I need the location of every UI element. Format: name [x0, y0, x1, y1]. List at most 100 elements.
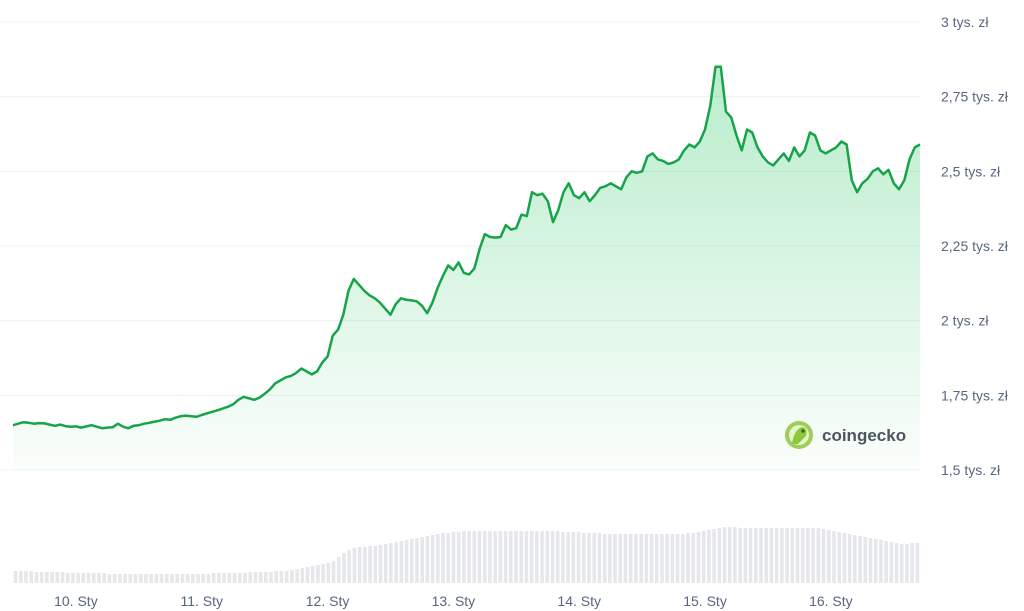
volume-bar — [86, 573, 91, 583]
volume-bar — [477, 531, 482, 583]
x-tick-label: 10. Sty — [54, 593, 98, 609]
volume-bar — [472, 531, 477, 583]
volume-bar — [441, 533, 445, 583]
volume-bar — [759, 528, 763, 583]
volume-bar — [326, 563, 331, 583]
volume-bar — [592, 533, 597, 583]
volume-bar — [336, 557, 341, 583]
volume-bar — [535, 531, 539, 583]
volume-bar — [858, 536, 862, 583]
volume-bar — [910, 543, 914, 583]
coingecko-watermark: coingecko — [785, 421, 906, 449]
volume-bar — [305, 567, 310, 583]
volume-bar — [665, 534, 669, 583]
volume-bar — [790, 528, 795, 583]
volume-bar — [550, 531, 555, 583]
volume-bar — [415, 538, 419, 583]
volume-bar — [837, 532, 842, 583]
volume-bar — [191, 574, 195, 583]
volume-bar — [462, 531, 466, 583]
volume-bar — [540, 531, 544, 583]
volume-bar — [748, 528, 753, 583]
volume-bar — [873, 539, 878, 583]
volume-bar — [644, 534, 649, 583]
volume-bar — [76, 573, 80, 583]
volume-bar — [347, 550, 352, 583]
volume-bar — [112, 574, 117, 583]
volume-bar — [727, 527, 732, 583]
volume-bar — [514, 531, 518, 583]
volume-bar — [13, 571, 18, 583]
volume-bar — [451, 532, 456, 583]
volume-bar — [97, 573, 101, 583]
volume-bar — [201, 574, 206, 583]
x-tick-label: 12. Sty — [306, 593, 350, 609]
volume-bar — [39, 572, 44, 583]
y-tick-label: 1,75 tys. zł — [941, 387, 1009, 403]
coingecko-wordmark: coingecko — [822, 426, 906, 445]
volume-bar — [670, 534, 675, 583]
volume-bar — [769, 528, 774, 583]
volume-bar — [383, 544, 388, 583]
volume-bar — [597, 533, 602, 583]
volume-bar — [253, 572, 258, 583]
volume-bar — [717, 528, 722, 583]
volume-bar — [149, 574, 153, 583]
volume-bar — [707, 530, 711, 583]
volume-bar — [378, 545, 383, 583]
volume-bar — [654, 534, 659, 583]
volume-bar — [420, 537, 424, 583]
volume-bar — [733, 527, 737, 583]
volume-bar — [884, 541, 888, 583]
volume-bar — [243, 573, 247, 583]
volume-bar — [206, 574, 211, 583]
volume-bar — [159, 574, 164, 583]
y-tick-label: 2,25 tys. zł — [941, 238, 1009, 254]
volume-bar — [660, 534, 664, 583]
volume-bar — [498, 531, 503, 583]
volume-bar — [107, 574, 112, 583]
volume-bar — [555, 531, 560, 583]
volume-bar — [524, 531, 529, 583]
y-tick-label: 2,5 tys. zł — [941, 163, 1001, 179]
volume-bar — [832, 531, 836, 583]
volume-bar — [321, 564, 325, 583]
volume-bar — [144, 574, 148, 583]
volume-bar — [785, 528, 789, 583]
volume-bar — [436, 534, 440, 583]
volume-bar — [753, 528, 758, 583]
volume-bar — [279, 571, 284, 583]
volume-bar — [217, 573, 221, 583]
volume-bar — [300, 568, 305, 583]
volume-bar — [232, 573, 237, 583]
volume-bar — [795, 528, 800, 583]
volume-bar — [905, 544, 909, 583]
volume-bar — [269, 572, 273, 583]
volume-bar — [389, 543, 393, 583]
volume-bar — [123, 574, 127, 583]
volume-bar — [806, 528, 810, 583]
volume-bar — [118, 574, 122, 583]
volume-bar — [681, 534, 685, 583]
volume-bar — [430, 535, 435, 583]
volume-bar — [899, 544, 904, 583]
volume-bar — [639, 534, 643, 583]
price-line — [12, 65, 921, 430]
volume-bar — [352, 548, 357, 583]
volume-bar — [258, 572, 263, 583]
x-tick-label: 14. Sty — [557, 593, 601, 609]
volume-bar — [175, 574, 180, 583]
volume-bar — [227, 573, 232, 583]
volume-bar — [722, 527, 727, 583]
volume-bar — [628, 534, 633, 583]
y-tick-label: 3 tys. zł — [941, 14, 989, 30]
volume-bar — [623, 534, 628, 583]
volume-bar — [853, 535, 857, 583]
volume-bar — [811, 528, 815, 583]
volume-bar — [295, 569, 299, 583]
x-tick-label: 13. Sty — [432, 593, 476, 609]
volume-bar — [889, 542, 894, 583]
volume-bar — [71, 573, 75, 583]
volume-bar — [128, 574, 133, 583]
volume-bar — [456, 532, 461, 583]
